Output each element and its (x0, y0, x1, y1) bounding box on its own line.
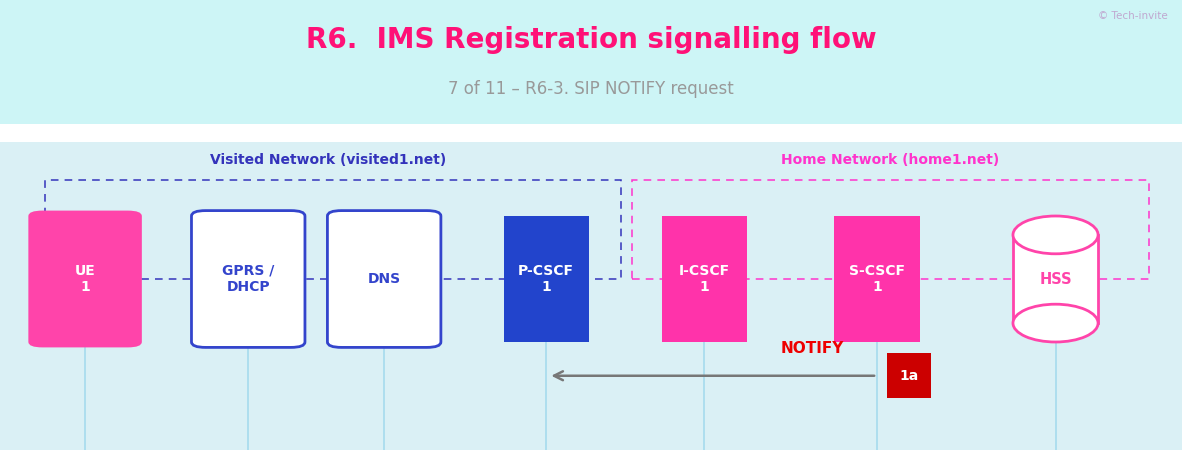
Bar (1013, 235, 1098, 323)
Bar (504, 216, 589, 342)
FancyBboxPatch shape (28, 211, 142, 347)
Text: Visited Network (visited1.net): Visited Network (visited1.net) (210, 153, 447, 167)
FancyBboxPatch shape (0, 0, 1182, 124)
Text: 7 of 11 – R6-3. SIP NOTIFY request: 7 of 11 – R6-3. SIP NOTIFY request (448, 80, 734, 98)
Bar (886, 353, 931, 398)
Text: P-CSCF
1: P-CSCF 1 (518, 264, 574, 294)
Ellipse shape (1013, 216, 1098, 254)
Ellipse shape (1013, 304, 1098, 342)
Text: S-CSCF
1: S-CSCF 1 (849, 264, 905, 294)
Text: DNS: DNS (368, 272, 401, 286)
Bar (834, 216, 920, 342)
Text: GPRS /
DHCP: GPRS / DHCP (222, 264, 274, 294)
Text: Home Network (home1.net): Home Network (home1.net) (781, 153, 999, 167)
FancyBboxPatch shape (0, 124, 1182, 142)
Text: R6.  IMS Registration signalling flow: R6. IMS Registration signalling flow (306, 26, 876, 54)
Text: 1a: 1a (900, 369, 918, 383)
FancyBboxPatch shape (191, 211, 305, 347)
Text: UE
1: UE 1 (74, 264, 96, 294)
Text: I-CSCF
1: I-CSCF 1 (678, 264, 730, 294)
Bar (662, 216, 747, 342)
Bar (632, 180, 1149, 279)
Text: © Tech-invite: © Tech-invite (1098, 11, 1168, 21)
Text: NOTIFY: NOTIFY (780, 341, 844, 356)
FancyBboxPatch shape (327, 211, 441, 347)
Bar (45, 180, 621, 279)
Text: HSS: HSS (1039, 271, 1072, 287)
